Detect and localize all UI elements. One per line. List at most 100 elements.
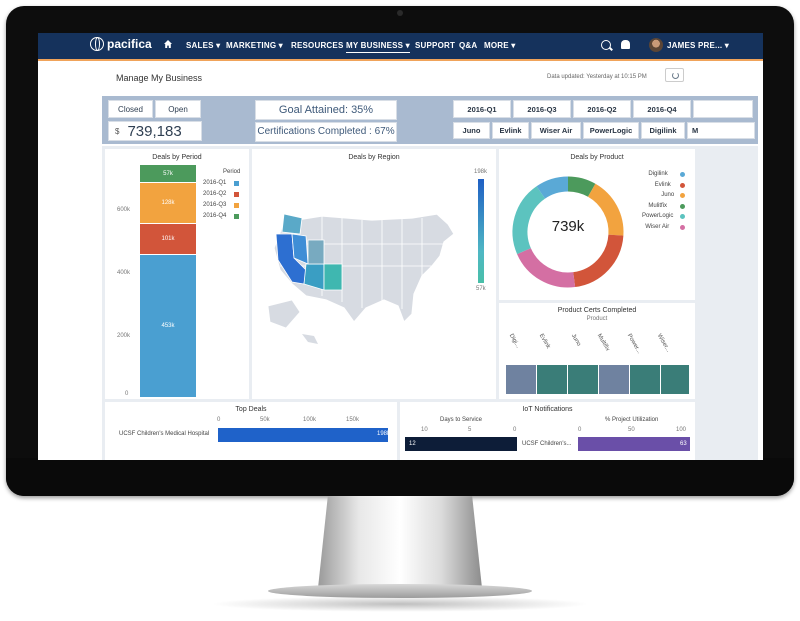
days-to-service-value: 12 bbox=[409, 441, 416, 447]
top-deals-panel: Top Deals 0 50k 100k 150k UCSF Children'… bbox=[105, 402, 397, 460]
product-legend-evlink: Evlink bbox=[654, 181, 671, 188]
product-legend-digilink: Digilink bbox=[648, 171, 668, 177]
monitor-base bbox=[268, 584, 532, 598]
product-legend-dot bbox=[680, 224, 685, 230]
product-legend-dot bbox=[680, 214, 685, 219]
nav-my-business[interactable]: MY BUSINESS ▾ bbox=[346, 41, 410, 53]
x-tick: 50 bbox=[628, 427, 635, 433]
donut-slice-wiser-air[interactable] bbox=[517, 247, 576, 288]
filter-period-extra[interactable] bbox=[693, 100, 753, 118]
cert-label: Juno bbox=[569, 333, 582, 348]
nav-more[interactable]: MORE ▾ bbox=[484, 41, 516, 50]
top-deal-bar[interactable] bbox=[218, 428, 389, 442]
currency-symbol: $ bbox=[115, 126, 120, 136]
certifications-completed: Certifications Completed : 67% bbox=[255, 122, 397, 142]
filter-period-q2[interactable]: 2016-Q2 bbox=[573, 100, 631, 118]
filter-product-digilink[interactable]: Digilink bbox=[641, 122, 685, 139]
filter-period-q1[interactable]: 2016-Q1 bbox=[453, 100, 511, 118]
filter-period-q3[interactable]: 2016-Q3 bbox=[513, 100, 571, 118]
x-tick: 100 bbox=[676, 427, 687, 433]
monitor-stand bbox=[318, 496, 482, 588]
filter-open[interactable]: Open bbox=[155, 100, 201, 118]
deals-by-product-title: Deals by Product bbox=[570, 154, 624, 161]
deals-by-product-panel: Deals by Product 739k Digilink Evlink Juno… bbox=[499, 149, 695, 300]
period-bar-segment-2016-Q2[interactable]: 101k bbox=[140, 222, 196, 255]
product-legend-mulitfix: Mulitfix bbox=[648, 202, 668, 209]
nav-qa[interactable]: Q&A bbox=[459, 41, 478, 50]
scale-max-label: 198k bbox=[474, 169, 488, 175]
top-nav: pacifica SALES ▾ MARKETING ▾ RESOURCES M… bbox=[38, 33, 763, 59]
product-certs-panel: Product Certs Completed Product Digi... … bbox=[499, 303, 695, 399]
home-icon[interactable] bbox=[164, 40, 172, 48]
bell-icon[interactable] bbox=[621, 40, 630, 49]
total-amount: $ 739,183 bbox=[108, 121, 202, 141]
webcam bbox=[397, 10, 403, 16]
nav-resources[interactable]: RESOURCES bbox=[291, 41, 344, 50]
iot-panel: IoT Notifications Days to Service 10 5 0… bbox=[400, 402, 695, 460]
donut-center-value: 739k bbox=[551, 218, 585, 235]
deals-by-period-panel: Deals by Period 600k 400k 200k 0 453k 101… bbox=[105, 149, 249, 399]
period-bar-segment-2016-Q1[interactable]: 453k bbox=[140, 254, 196, 397]
goal-attained: Goal Attained: 35% bbox=[255, 100, 397, 120]
filter-product-evlink[interactable]: Evlink bbox=[492, 122, 529, 139]
donut-slice-juno[interactable] bbox=[587, 183, 624, 236]
cert-label: Digi... bbox=[507, 333, 521, 350]
nav-marketing[interactable]: MARKETING ▾ bbox=[226, 41, 283, 50]
page-title: Manage My Business bbox=[116, 73, 203, 83]
days-to-service-bar[interactable] bbox=[405, 437, 517, 451]
pacifica-logo[interactable]: pacifica bbox=[90, 37, 152, 51]
project-utilization-title: % Project Utilization bbox=[605, 417, 659, 423]
cert-cell[interactable] bbox=[661, 365, 689, 394]
product-donut-chart[interactable] bbox=[503, 167, 633, 297]
refresh-button[interactable] bbox=[665, 68, 684, 82]
filter-period-q4[interactable]: 2016-Q4 bbox=[633, 100, 691, 118]
monitor-chin bbox=[6, 458, 794, 496]
nav-support[interactable]: SUPPORT bbox=[415, 41, 456, 50]
cert-cell[interactable] bbox=[537, 365, 567, 394]
x-tick: 100k bbox=[303, 417, 317, 423]
filter-product-wiser-air[interactable]: Wiser Air bbox=[531, 122, 581, 139]
total-value: 739,183 bbox=[127, 122, 182, 140]
donut-slice-evlink[interactable] bbox=[572, 234, 624, 288]
nav-accent-line bbox=[38, 59, 763, 61]
donut-slice-mulitfix[interactable] bbox=[567, 176, 596, 197]
x-tick: 50k bbox=[260, 417, 270, 423]
product-legend-dot bbox=[680, 172, 685, 177]
donut-slice-powerlogic[interactable] bbox=[512, 186, 546, 255]
legend-q2: 2016-Q2 bbox=[203, 191, 227, 197]
avatar[interactable] bbox=[649, 38, 663, 52]
dashboard-screen: pacifica SALES ▾ MARKETING ▾ RESOURCES M… bbox=[38, 33, 763, 460]
legend-q1-swatch bbox=[234, 181, 239, 186]
filter-closed[interactable]: Closed bbox=[108, 100, 153, 118]
x-tick: 150k bbox=[346, 417, 360, 423]
deals-by-region-title: Deals by Region bbox=[348, 154, 400, 161]
x-tick: 10 bbox=[421, 427, 428, 433]
donut-slice-digilink[interactable] bbox=[536, 176, 569, 199]
search-icon[interactable] bbox=[601, 40, 611, 50]
user-menu[interactable]: JAMES PRE... ▾ bbox=[667, 41, 729, 50]
cert-cell[interactable] bbox=[568, 365, 598, 394]
cert-label: Power... bbox=[625, 333, 642, 355]
filter-product-more[interactable]: M bbox=[687, 122, 755, 139]
product-certs-title: Product Certs Completed bbox=[557, 307, 637, 314]
days-to-service-title: Days to Service bbox=[440, 417, 483, 423]
period-bar-segment-2016-Q4[interactable]: 57k bbox=[140, 164, 196, 183]
project-utilization-bar[interactable] bbox=[578, 437, 690, 451]
cert-cell[interactable] bbox=[599, 365, 629, 394]
nav-sales[interactable]: SALES ▾ bbox=[186, 41, 221, 50]
us-map[interactable] bbox=[262, 204, 462, 349]
filter-product-powerlogic[interactable]: PowerLogic bbox=[583, 122, 639, 139]
cert-cell[interactable] bbox=[506, 365, 536, 394]
y-tick: 600k bbox=[117, 207, 131, 213]
filter-band: Closed Open $ 739,183 Goal Attained: 35%… bbox=[102, 96, 758, 144]
cert-cell[interactable] bbox=[630, 365, 660, 394]
period-bar-segment-2016-Q3[interactable]: 128k bbox=[140, 182, 196, 223]
legend-q3-swatch bbox=[234, 203, 239, 208]
y-tick: 400k bbox=[117, 270, 131, 276]
filter-product-juno[interactable]: Juno bbox=[453, 122, 490, 139]
y-tick: 0 bbox=[125, 391, 129, 397]
period-legend-title: Period bbox=[223, 169, 241, 175]
region-color-scale bbox=[478, 179, 484, 283]
product-certs-subtitle: Product bbox=[586, 316, 608, 322]
